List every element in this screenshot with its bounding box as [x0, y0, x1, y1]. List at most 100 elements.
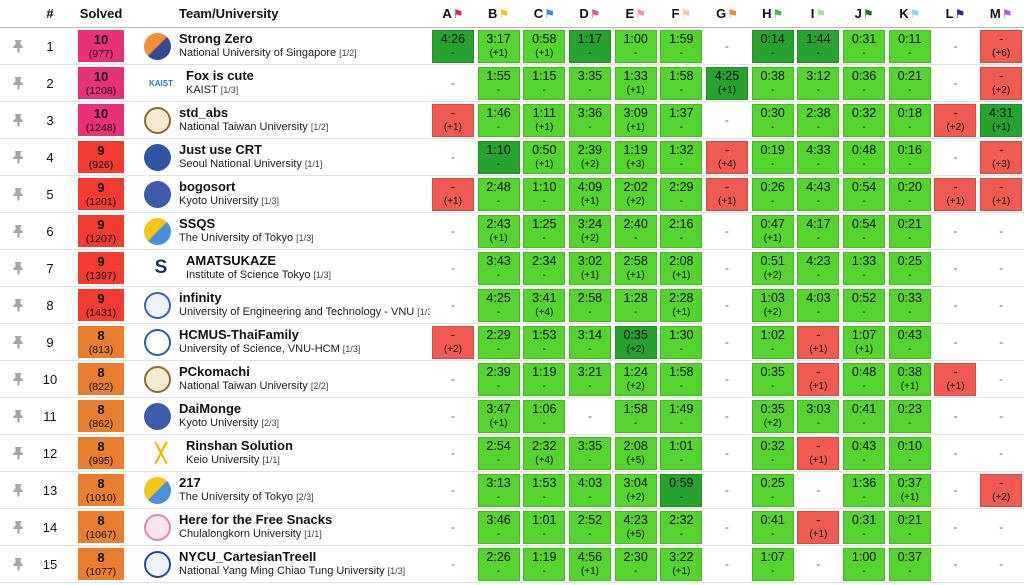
result-box-ok: 1:49- — [660, 399, 703, 433]
cell-time: 4:25 — [486, 290, 511, 305]
problem-cell-C: 2:32 (+4) — [521, 436, 567, 470]
pin-cell — [0, 335, 36, 349]
cell-time: 0:19 — [760, 142, 785, 157]
pin-button[interactable] — [12, 446, 24, 460]
cell-tries: (+1) — [535, 158, 554, 170]
cell-time: - — [724, 179, 730, 194]
problem-cell-M: - — [978, 335, 1024, 349]
team-row[interactable]: 5 9 (1201) bogosort Kyoto University [1/3] - (+… — [0, 176, 1024, 213]
team-cell: PCkomachi National Taiwan University [2/2] — [138, 364, 430, 394]
pin-button[interactable] — [12, 187, 24, 201]
result-box-ok: 2:08 (+1) — [660, 251, 703, 285]
team-row[interactable]: 9 8 (813) HCMUS-ThaiFamily University of Sci… — [0, 324, 1024, 361]
pin-button[interactable] — [12, 113, 24, 127]
cell-time: 2:32 — [669, 512, 694, 527]
solved-cell: 8 (862) — [64, 400, 138, 432]
result-box-ok: 0:38 (+1) — [888, 362, 931, 396]
pin-button[interactable] — [12, 76, 24, 90]
cell-time: 0:35 — [760, 401, 785, 416]
cell-tries: - — [633, 417, 638, 429]
problem-cell-J: 0:31- — [841, 510, 887, 544]
cell-tries: - — [496, 565, 501, 577]
result-box-ok: 4:33- — [797, 140, 840, 174]
pin-cell — [0, 298, 36, 312]
team-info: 217 The University of Tokyo [2/3] — [179, 475, 314, 505]
result-box-ok: 1:06- — [523, 399, 566, 433]
team-row[interactable]: 3 10 (1248) std_abs National Taiwan Universi… — [0, 102, 1024, 139]
team-row[interactable]: 12 8 (995) ╳ Rinshan Solution Keio University… — [0, 435, 1024, 472]
problem-cell-D: 1:17- — [567, 29, 613, 63]
team-row[interactable]: 14 8 (1067) Here for the Free Snacks Chulalo… — [0, 509, 1024, 546]
problem-cell-L: - — [933, 76, 979, 90]
pin-button[interactable] — [12, 335, 24, 349]
team-name: std_abs — [179, 105, 229, 120]
team-row[interactable]: 11 8 (862) DaiMonge Kyoto University [2/3] -3:… — [0, 398, 1024, 435]
problem-cell-F: 2:28 (+1) — [659, 288, 705, 322]
flag-icon: ⚑ — [772, 6, 784, 21]
problem-cell-A: - — [430, 150, 476, 164]
no-attempt-dash: - — [953, 298, 958, 312]
problem-cell-J: 1:07 (+1) — [841, 325, 887, 359]
pin-button[interactable] — [12, 372, 24, 386]
team-name: Rinshan Solution — [186, 438, 293, 453]
cell-tries: - — [771, 528, 775, 540]
team-logo: ╳ — [155, 442, 167, 463]
cell-time: 1:25 — [532, 216, 557, 231]
pin-button[interactable] — [12, 557, 24, 571]
problem-cell-M: - (+6) — [978, 29, 1024, 63]
team-row[interactable]: 15 8 (1077) NYCU_CartesianTreeII National Ya… — [0, 546, 1024, 583]
result-box-ok: 3:12- — [797, 66, 840, 100]
team-row[interactable]: 10 8 (822) PCkomachi National Taiwan Univers… — [0, 361, 1024, 398]
pin-button[interactable] — [12, 224, 24, 238]
cell-tries: - — [633, 306, 638, 318]
team-row[interactable]: 13 8 (1010) 217 The University of Tokyo [2/3]… — [0, 472, 1024, 509]
problem-cell-C: 1:01- — [521, 510, 567, 544]
cell-tries: (+4) — [718, 158, 737, 170]
team-affiliation-note: [1/1] — [262, 455, 280, 466]
problem-cell-C: 1:15- — [521, 66, 567, 100]
team-name: Strong Zero — [179, 31, 253, 46]
rank-cell: 8 — [46, 297, 54, 313]
cell-time: 0:21 — [897, 68, 922, 83]
team-logo — [144, 513, 171, 541]
result-box-ok: 0:23- — [888, 399, 931, 433]
cell-tries: - — [862, 158, 866, 170]
solved-penalty: (862) — [88, 417, 114, 430]
cell-time: - — [999, 142, 1004, 157]
cell-time: 0:43 — [851, 438, 877, 453]
result-box-ok: 0:37- — [888, 547, 931, 581]
cell-time: 0:52 — [851, 290, 877, 305]
result-box-ok: 4:25- — [477, 288, 520, 322]
team-row[interactable]: 4 9 (926) Just use CRT Seoul National Univer… — [0, 139, 1024, 176]
cell-tries: (+2) — [763, 269, 782, 281]
cell-tries: (+2) — [580, 158, 599, 170]
team-row[interactable]: 7 9 (1397) S AMATSUKAZE Institute of Science … — [0, 250, 1024, 287]
team-row[interactable]: 8 9 (1431) infinity University of Engineerin… — [0, 287, 1024, 324]
result-box-ok: 4:56 (+1) — [568, 547, 611, 581]
cell-time: - — [450, 105, 455, 120]
result-box-first: 4:31 (+1) — [980, 103, 1023, 137]
team-row[interactable]: 6 9 (1207) SSQS The University of Tokyo [1/3]… — [0, 213, 1024, 250]
team-row[interactable]: 2 10 (1208) KAIST Fox is cute KAIST [1/3] -1:55… — [0, 65, 1024, 102]
result-box-ok: 0:33- — [888, 288, 931, 322]
pin-button[interactable] — [12, 483, 24, 497]
cell-tries: - — [908, 47, 912, 59]
pin-button[interactable] — [12, 298, 24, 312]
cell-time: 2:38 — [806, 105, 831, 120]
no-attempt-dash: - — [725, 261, 730, 275]
solved-cell: 9 (926) — [64, 141, 138, 173]
pin-button[interactable] — [12, 39, 24, 53]
problem-cell-A: - — [430, 261, 476, 275]
problem-cell-M: - (+3) — [978, 140, 1024, 174]
scoreboard-body: 1 10 (977) Strong Zero National University o… — [0, 28, 1024, 583]
pin-button[interactable] — [12, 520, 24, 534]
team-university: Kyoto University [2/3] — [179, 417, 279, 430]
problem-cell-D: 2:39 (+2) — [567, 140, 613, 174]
cell-time: 4:23 — [806, 253, 831, 268]
pin-button[interactable] — [12, 261, 24, 275]
cell-time: 0:25 — [760, 475, 785, 490]
team-row[interactable]: 1 10 (977) Strong Zero National University o… — [0, 28, 1024, 65]
pin-button[interactable] — [12, 150, 24, 164]
problem-cell-I: - (+1) — [796, 325, 842, 359]
pin-button[interactable] — [12, 409, 24, 423]
